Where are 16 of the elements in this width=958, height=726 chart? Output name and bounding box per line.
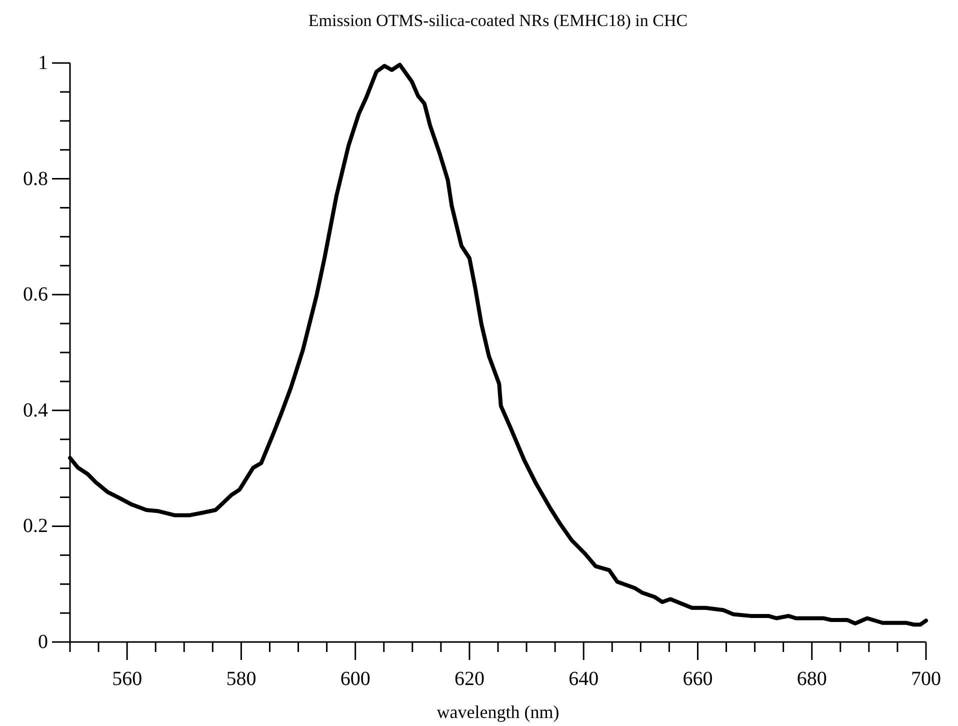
y-tick-label: 0.8	[23, 168, 48, 190]
x-axis-title: wavelength (nm)	[436, 702, 560, 722]
x-tick-label: 560	[112, 668, 142, 690]
y-tick-label: 0.4	[23, 399, 48, 422]
x-tick-label: 600	[340, 668, 370, 690]
y-tick-label: 0	[38, 631, 48, 653]
y-tick-label: 0.6	[23, 284, 48, 306]
x-tick-label: 680	[796, 668, 827, 690]
x-tick-label: 620	[454, 668, 484, 690]
x-tick-label: 700	[911, 668, 941, 690]
x-tick-label: 580	[226, 668, 256, 690]
y-tick-label: 0.2	[23, 515, 48, 538]
x-tick-label: 660	[682, 668, 713, 690]
chart-title: Emission OTMS-silica-coated NRs (EMHC18) in CHC	[308, 11, 688, 30]
y-tick-label: 1	[38, 52, 48, 74]
x-tick-label: 640	[568, 668, 599, 690]
